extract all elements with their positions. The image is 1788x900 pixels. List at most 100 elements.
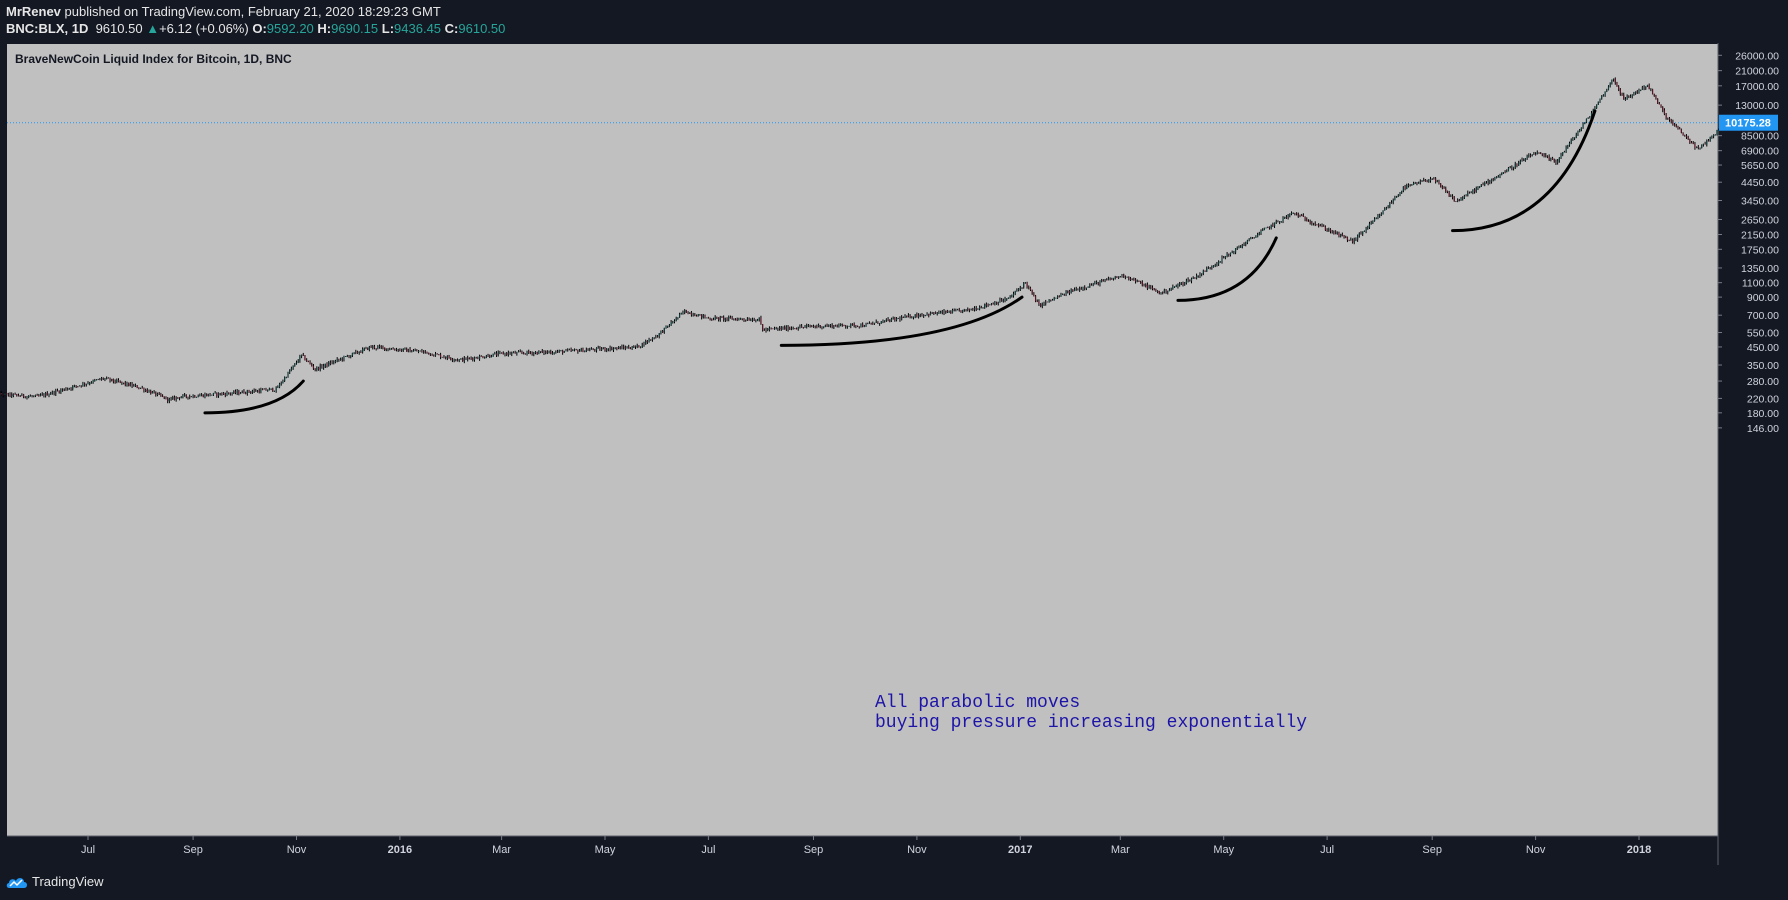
candle-body bbox=[28, 396, 30, 398]
candle-body bbox=[1565, 147, 1567, 152]
candle-body bbox=[1138, 280, 1140, 282]
price-tick-label: 13000.00 bbox=[1735, 100, 1779, 112]
price-axis[interactable] bbox=[1718, 43, 1788, 865]
candle-body bbox=[1372, 221, 1374, 223]
candle-body bbox=[1195, 275, 1198, 279]
parabolic-curve-2[interactable] bbox=[779, 295, 1024, 347]
candle-body bbox=[1577, 131, 1579, 135]
candle-body bbox=[106, 377, 108, 379]
candle-body bbox=[592, 348, 594, 350]
candle-body bbox=[1238, 247, 1240, 249]
candle-body bbox=[384, 347, 386, 350]
candle-body bbox=[695, 315, 698, 317]
candle-body bbox=[278, 383, 281, 388]
candle-body bbox=[1058, 296, 1060, 298]
candle-body bbox=[348, 356, 350, 358]
candle-body bbox=[1085, 287, 1088, 289]
candle-body bbox=[1290, 213, 1293, 215]
candle-body bbox=[762, 323, 764, 331]
annotation-text-line-2[interactable]: buying pressure increasing exponentially bbox=[875, 713, 1307, 733]
candle-body bbox=[1623, 94, 1625, 100]
candle-body bbox=[255, 390, 257, 392]
candle-body bbox=[1677, 126, 1679, 129]
candle-body bbox=[1431, 179, 1433, 180]
time-tick-label: May bbox=[595, 844, 616, 856]
candle-body bbox=[463, 357, 465, 362]
author-name[interactable]: MrRenev bbox=[6, 4, 61, 19]
candle-body bbox=[267, 390, 269, 392]
candle-body bbox=[834, 325, 837, 327]
candle-body bbox=[1470, 192, 1472, 194]
candle-body bbox=[1346, 237, 1349, 240]
candle-body bbox=[1328, 229, 1330, 231]
candle-body bbox=[280, 383, 282, 384]
annotation-text-line-1[interactable]: All parabolic moves bbox=[875, 693, 1080, 713]
candle-body bbox=[1370, 222, 1372, 224]
candle-body bbox=[1121, 274, 1123, 278]
candle-body bbox=[77, 386, 79, 387]
candle-body bbox=[50, 393, 52, 395]
candle-body bbox=[34, 395, 37, 396]
candle-body bbox=[862, 324, 864, 327]
tradingview-logo[interactable]: TradingView bbox=[6, 874, 104, 889]
candle-body bbox=[645, 340, 647, 345]
candle-body bbox=[706, 317, 708, 319]
candle-body bbox=[177, 397, 179, 399]
candle-body bbox=[699, 314, 701, 315]
time-axis-labels: Jul Sep Nov 2016 Mar May Jul Sep Nov 2017 Mar May Ju… bbox=[81, 836, 1651, 856]
open-value: 9592.20 bbox=[266, 21, 314, 36]
candle-body bbox=[385, 348, 387, 350]
candle-body bbox=[680, 312, 682, 315]
price-chart[interactable]: 34000.0026000.0021000.0017000.0013000.00… bbox=[0, 43, 1788, 865]
candle-body bbox=[1007, 297, 1010, 299]
candle-body bbox=[170, 398, 172, 400]
candle-body bbox=[653, 337, 655, 339]
candle-body bbox=[1501, 173, 1503, 175]
candle-body bbox=[519, 351, 521, 353]
candle-body bbox=[70, 388, 72, 390]
candle-body bbox=[1487, 180, 1489, 184]
candle-body bbox=[1321, 225, 1323, 227]
candle-body bbox=[780, 327, 782, 330]
candle-body bbox=[1158, 290, 1160, 294]
candle-body bbox=[1273, 222, 1276, 226]
parabolic-curve-3[interactable] bbox=[1176, 236, 1278, 302]
plot-area[interactable] bbox=[7, 44, 1718, 836]
candle-body bbox=[375, 348, 377, 350]
candle-body bbox=[209, 393, 211, 396]
parabolic-curve-1[interactable] bbox=[203, 379, 305, 415]
candle-body bbox=[962, 309, 964, 313]
candle-body bbox=[261, 389, 264, 391]
candle-body bbox=[528, 351, 530, 353]
candle-body bbox=[1201, 273, 1203, 275]
candle-body bbox=[1575, 134, 1577, 138]
candle-body bbox=[1112, 277, 1115, 280]
candle-body bbox=[856, 325, 859, 327]
current-price-label[interactable]: 10175.28 bbox=[1719, 114, 1778, 131]
candle-body bbox=[1551, 157, 1554, 160]
candle-body bbox=[382, 347, 384, 348]
candle-body bbox=[26, 396, 28, 398]
symbol-label[interactable]: BNC:BLX, 1D bbox=[6, 21, 89, 36]
candle-body bbox=[1409, 185, 1411, 186]
candle-body bbox=[484, 357, 486, 359]
candle-body bbox=[300, 354, 303, 357]
candle-body bbox=[1133, 278, 1135, 280]
candle-body bbox=[606, 349, 608, 351]
time-tick-label: Mar bbox=[492, 844, 511, 856]
up-triangle-icon: ▲ bbox=[146, 21, 160, 36]
candle-body bbox=[629, 348, 632, 350]
candle-body bbox=[1119, 276, 1121, 278]
candle-body bbox=[662, 331, 664, 333]
time-tick-label: Sep bbox=[1422, 844, 1442, 856]
candle-body bbox=[433, 355, 435, 357]
candle-body bbox=[1657, 98, 1659, 104]
candle-body bbox=[1373, 219, 1376, 222]
candle-body bbox=[1107, 278, 1110, 280]
candle-body bbox=[107, 377, 109, 379]
parabolic-curve-4[interactable] bbox=[1451, 109, 1597, 233]
candle-body bbox=[360, 352, 362, 353]
candle-body bbox=[631, 347, 633, 349]
candle-body bbox=[31, 395, 33, 397]
candle-body bbox=[1307, 221, 1310, 222]
